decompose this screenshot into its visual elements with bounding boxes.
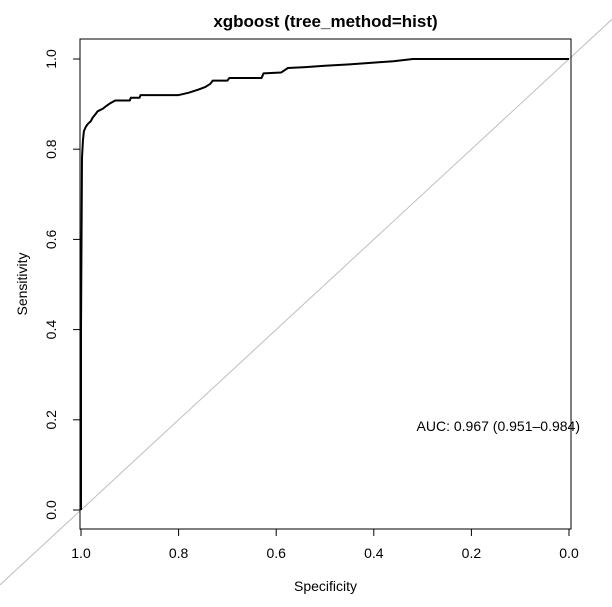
x-tick-label: 0.8 bbox=[169, 545, 189, 561]
y-tick-label: 0.2 bbox=[43, 410, 59, 430]
y-tick-label: 0.6 bbox=[43, 229, 59, 249]
x-tick-label: 0.2 bbox=[462, 545, 482, 561]
roc-curve-line bbox=[80, 58, 569, 510]
y-tick-label: 1.0 bbox=[43, 49, 59, 69]
x-tick-label: 1.0 bbox=[71, 545, 91, 561]
x-tick-label: 0.4 bbox=[364, 545, 384, 561]
y-tick-label: 0.0 bbox=[43, 500, 59, 520]
y-tick-label: 0.4 bbox=[43, 320, 59, 340]
x-tick-label: 0.6 bbox=[266, 545, 286, 561]
chart-title: xgboost (tree_method=hist) bbox=[213, 12, 437, 31]
plot-border bbox=[79, 38, 572, 530]
x-tick-label: 0.0 bbox=[559, 545, 579, 561]
reference-diagonal-line bbox=[0, 18, 612, 586]
x-axis-label: Specificity bbox=[294, 578, 357, 594]
auc-annotation: AUC: 0.967 (0.951–0.984) bbox=[417, 418, 580, 434]
y-axis-label: Sensitivity bbox=[14, 252, 30, 315]
y-tick-label: 0.8 bbox=[43, 139, 59, 159]
